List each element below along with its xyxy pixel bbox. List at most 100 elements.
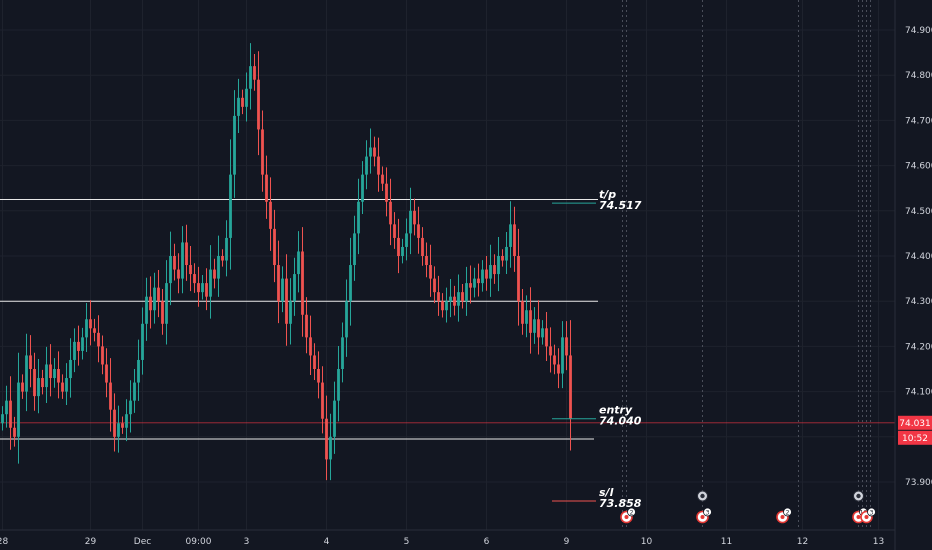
candle xyxy=(105,348,108,398)
candle xyxy=(265,155,268,219)
candle xyxy=(241,89,244,115)
event-marker-dot xyxy=(624,515,629,519)
candle-body xyxy=(397,237,400,256)
candle xyxy=(85,303,88,353)
candle-body xyxy=(525,310,528,324)
candle-body xyxy=(101,346,104,365)
candle xyxy=(125,399,128,442)
candle xyxy=(481,260,484,292)
candle-body xyxy=(389,201,392,225)
candle xyxy=(257,51,260,156)
candle-body xyxy=(13,427,16,437)
candle xyxy=(321,366,324,434)
candle xyxy=(73,328,76,373)
candle xyxy=(397,218,400,274)
candle-body xyxy=(145,296,148,324)
candle-body xyxy=(521,301,524,324)
candle-body xyxy=(537,319,540,338)
candle-body xyxy=(189,265,192,275)
candle-body xyxy=(413,210,416,225)
candle-body xyxy=(165,283,168,324)
candle-body xyxy=(377,156,380,175)
countdown-label: 10:52 xyxy=(902,434,928,444)
candle-body xyxy=(161,301,164,324)
candle-body xyxy=(137,359,140,383)
candle-body xyxy=(129,400,132,415)
event-marker: 3 xyxy=(860,507,876,524)
candle-body xyxy=(241,97,244,107)
candle xyxy=(277,240,280,324)
candle-body xyxy=(97,332,100,347)
candle-body xyxy=(565,337,568,356)
candle-body xyxy=(501,256,504,261)
candle xyxy=(377,137,380,192)
candle-body xyxy=(213,269,216,279)
candle xyxy=(269,177,272,251)
x-tick-label: 29 xyxy=(85,537,97,547)
candle xyxy=(485,256,488,291)
candle xyxy=(325,395,328,481)
candle-body xyxy=(121,423,124,428)
candle xyxy=(473,267,476,298)
candle xyxy=(169,231,172,306)
candle xyxy=(237,78,240,133)
candle-body xyxy=(1,414,4,424)
candle-body xyxy=(353,233,356,266)
candle-body xyxy=(313,355,316,369)
candle xyxy=(453,285,456,316)
candle xyxy=(177,253,180,294)
y-tick-label: 74.500 xyxy=(905,207,932,217)
x-tick-label: Dec xyxy=(134,537,151,547)
candle-body xyxy=(225,237,228,261)
candle-body xyxy=(325,418,328,460)
candle-body xyxy=(285,278,288,324)
candle xyxy=(41,369,44,395)
candle-body xyxy=(29,355,32,369)
candle-body xyxy=(541,328,544,338)
candle xyxy=(409,187,412,255)
candle xyxy=(137,339,140,401)
candle xyxy=(429,244,432,297)
candle xyxy=(133,369,136,413)
candle-body xyxy=(85,319,88,338)
candle-body xyxy=(261,129,264,175)
candle xyxy=(289,278,292,345)
candle xyxy=(497,237,500,292)
candle-body xyxy=(17,382,20,437)
candle xyxy=(341,322,344,383)
annotation-value: 74.517 xyxy=(599,199,642,212)
candle xyxy=(217,235,220,297)
candle xyxy=(469,265,472,304)
candle-body xyxy=(569,355,572,419)
candle xyxy=(477,263,480,297)
x-tick-label: 28 xyxy=(0,537,8,547)
candle xyxy=(337,345,340,422)
candle-body xyxy=(93,328,96,333)
candle xyxy=(565,321,568,371)
candle xyxy=(77,325,80,366)
candle xyxy=(209,245,212,319)
candle-body xyxy=(229,174,232,238)
candle-body xyxy=(41,378,44,388)
candle-body xyxy=(357,201,360,234)
x-tick-label: 3 xyxy=(244,537,250,547)
candle xyxy=(129,380,132,433)
candle-body xyxy=(421,237,424,256)
x-tick-label: 09:00 xyxy=(186,537,212,547)
countdown-tag xyxy=(898,430,932,445)
event-marker-badge xyxy=(783,507,792,517)
candle xyxy=(1,406,4,431)
candle xyxy=(537,300,540,355)
candle-body xyxy=(477,278,480,284)
news-marker xyxy=(853,490,864,502)
event-marker-count: 3 xyxy=(706,510,710,517)
candle-body xyxy=(193,274,196,284)
candle xyxy=(297,231,300,293)
candle-body xyxy=(445,301,448,311)
candle xyxy=(569,320,572,451)
candle-body xyxy=(61,382,64,392)
news-marker-dot xyxy=(700,493,705,499)
candle xyxy=(49,344,52,397)
